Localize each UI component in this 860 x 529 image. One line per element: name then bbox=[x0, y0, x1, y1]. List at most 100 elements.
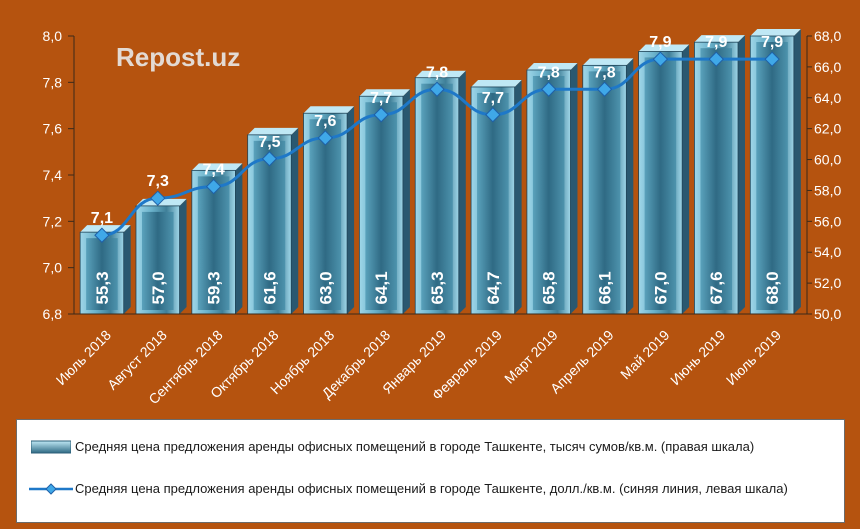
bar-side bbox=[458, 70, 466, 314]
line-point bbox=[150, 190, 166, 206]
bar-value-label: 64,1 bbox=[372, 271, 391, 304]
line-value-label: 7,8 bbox=[426, 64, 448, 81]
bar-inner bbox=[588, 71, 621, 310]
line-value-label: 7,5 bbox=[258, 134, 280, 151]
bar-top bbox=[750, 29, 801, 36]
bar bbox=[358, 89, 410, 315]
bar-side bbox=[682, 44, 690, 314]
bar-top bbox=[247, 127, 299, 135]
x-axis-tick-label: Май 2019 bbox=[617, 327, 673, 383]
right-axis-tick-label: 68,0 bbox=[814, 28, 841, 44]
right-axis-tick-label: 66,0 bbox=[814, 59, 841, 75]
bar-value-label: 63,0 bbox=[316, 271, 335, 304]
bar-top bbox=[303, 106, 355, 114]
bar-inner bbox=[756, 42, 788, 310]
x-axis-tick-label: Март 2019 bbox=[501, 327, 561, 387]
left-axis-tick-label: 7,8 bbox=[43, 74, 63, 90]
bar-side bbox=[570, 62, 578, 314]
line-point bbox=[596, 81, 613, 97]
line-value-label: 7,7 bbox=[482, 90, 504, 107]
bar-side bbox=[123, 225, 131, 314]
line-value-label: 7,7 bbox=[370, 90, 392, 107]
bar-top bbox=[191, 163, 243, 171]
bar-top bbox=[694, 35, 746, 43]
line-point bbox=[261, 151, 278, 167]
line-value-label: 7,1 bbox=[91, 210, 113, 227]
legend-line-swatch bbox=[29, 483, 73, 495]
line-point bbox=[373, 107, 389, 123]
bar bbox=[191, 163, 243, 315]
bar-side bbox=[291, 127, 299, 314]
bar bbox=[470, 79, 522, 315]
bar-side bbox=[514, 79, 522, 314]
bar-side bbox=[402, 89, 410, 314]
bar-inner bbox=[309, 119, 342, 310]
bar-inner bbox=[644, 57, 677, 310]
line-value-label: 7,8 bbox=[593, 64, 615, 81]
line-value-label: 7,8 bbox=[538, 64, 560, 81]
bar-value-label: 65,8 bbox=[540, 271, 559, 304]
bar-side bbox=[235, 163, 243, 314]
right-axis-tick-label: 64,0 bbox=[814, 90, 841, 106]
bar-value-label: 66,1 bbox=[596, 271, 615, 304]
right-axis-tick-label: 54,0 bbox=[814, 244, 841, 260]
bar-inner bbox=[532, 75, 565, 310]
bar-value-label: 64,7 bbox=[484, 271, 503, 304]
legend-line-label: Средняя цена предложения аренды офисных … bbox=[75, 481, 788, 496]
bar bbox=[582, 58, 634, 315]
bar-top bbox=[415, 70, 466, 78]
bar bbox=[79, 225, 131, 315]
bar-side bbox=[347, 106, 355, 314]
line-point bbox=[429, 81, 445, 97]
left-axis-tick-label: 7,2 bbox=[43, 213, 63, 229]
right-axis-tick-label: 62,0 bbox=[814, 121, 841, 137]
bar-value-label: 68,0 bbox=[763, 271, 782, 304]
legend: Средняя цена предложения аренды офисных … bbox=[16, 419, 845, 523]
bar-top bbox=[638, 44, 690, 52]
left-axis-tick-label: 8,0 bbox=[43, 28, 63, 44]
line-value-label: 7,9 bbox=[649, 34, 671, 51]
line-point bbox=[652, 51, 669, 67]
bar bbox=[414, 70, 466, 315]
bar-side bbox=[793, 29, 801, 314]
bar-inner bbox=[700, 48, 733, 311]
bar-value-label: 59,3 bbox=[205, 271, 224, 304]
bar-inner bbox=[365, 102, 397, 310]
watermark: Repost.uz bbox=[116, 42, 240, 72]
bar bbox=[526, 62, 578, 315]
bar bbox=[694, 35, 746, 315]
x-axis-tick-label: Июнь 2019 bbox=[667, 327, 728, 388]
line-value-label: 7,9 bbox=[761, 34, 783, 51]
bar bbox=[638, 44, 690, 315]
line-point bbox=[317, 130, 334, 146]
bar-inner bbox=[253, 140, 286, 310]
x-axis-tick-label: Июль 2019 bbox=[723, 327, 784, 388]
line-point bbox=[94, 227, 110, 243]
bar bbox=[135, 198, 187, 315]
bar-top bbox=[526, 62, 578, 70]
bar-inner bbox=[141, 211, 174, 310]
left-axis-tick-label: 7,0 bbox=[43, 260, 63, 276]
right-axis-tick-label: 56,0 bbox=[814, 213, 841, 229]
bar bbox=[303, 106, 355, 315]
bar-side bbox=[179, 198, 187, 314]
line-value-label: 7,6 bbox=[314, 113, 336, 130]
right-axis-tick-label: 58,0 bbox=[814, 182, 841, 198]
bar-side bbox=[626, 58, 634, 314]
line-point bbox=[708, 51, 724, 67]
line-point bbox=[205, 178, 222, 195]
bar-value-label: 67,0 bbox=[651, 271, 670, 304]
bar-side bbox=[738, 35, 746, 315]
bar-top bbox=[582, 58, 634, 66]
bar-inner bbox=[477, 92, 509, 310]
left-axis-tick-label: 7,6 bbox=[43, 121, 63, 137]
bar-inner bbox=[421, 83, 453, 310]
line-value-label: 7,9 bbox=[705, 34, 727, 51]
bar-value-label: 61,6 bbox=[260, 271, 279, 304]
line-point bbox=[485, 107, 501, 123]
line-value-label: 7,3 bbox=[147, 173, 169, 190]
left-axis-tick-label: 6,8 bbox=[43, 306, 63, 322]
bar-inner bbox=[86, 238, 118, 310]
legend-bar-swatch bbox=[31, 440, 71, 454]
